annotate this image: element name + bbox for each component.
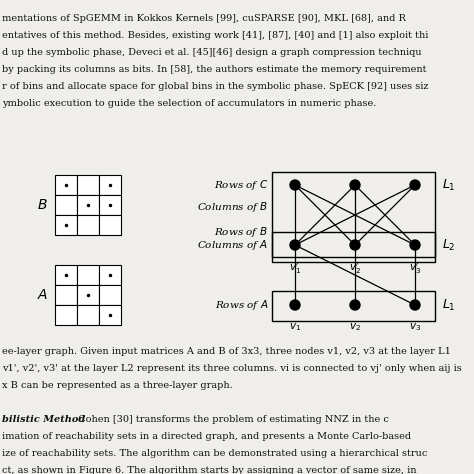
Text: Rows of $A$: Rows of $A$	[215, 298, 268, 312]
Circle shape	[290, 300, 300, 310]
Text: r of bins and allocate space for global bins in the symbolic phase. SpECK [92] u: r of bins and allocate space for global …	[2, 82, 428, 91]
Text: d up the symbolic phase, Deveci et al. [45][46] design a graph compression techn: d up the symbolic phase, Deveci et al. […	[2, 48, 422, 57]
Bar	[99, 195, 121, 215]
Circle shape	[410, 300, 420, 310]
Text: Columns of $A$: Columns of $A$	[197, 238, 268, 252]
Text: ymbolic execution to guide the selection of accumulators in numeric phase.: ymbolic execution to guide the selection…	[2, 99, 376, 108]
Bar	[99, 215, 121, 235]
Bar	[77, 305, 99, 325]
Text: $v_1$: $v_1$	[289, 321, 301, 333]
Text: imation of reachability sets in a directed graph, and presents a Monte Carlo-bas: imation of reachability sets in a direct…	[2, 432, 411, 441]
Text: A: A	[37, 288, 47, 302]
Text: x B can be represented as a three-layer graph.: x B can be represented as a three-layer …	[2, 381, 233, 390]
Text: $v_3$: $v_3$	[409, 321, 421, 333]
Bar	[99, 305, 121, 325]
Text: $v_3'$: $v_3'$	[409, 261, 421, 276]
Bar	[77, 215, 99, 235]
Text: v1', v2', v3' at the layer L2 represent its three columns. vi is connected to vj: v1', v2', v3' at the layer L2 represent …	[2, 364, 462, 373]
Circle shape	[410, 180, 420, 190]
Bar	[55, 265, 77, 285]
Text: ize of reachability sets. The algorithm can be demonstrated using a hierarchical: ize of reachability sets. The algorithm …	[2, 449, 428, 458]
Text: $v_2'$: $v_2'$	[349, 261, 361, 276]
Circle shape	[410, 240, 420, 250]
Text: $L_2$: $L_2$	[442, 237, 456, 253]
Text: . Cohen [30] transforms the problem of estimating NNZ in the c: . Cohen [30] transforms the problem of e…	[72, 415, 389, 424]
Circle shape	[290, 180, 300, 190]
Bar	[55, 195, 77, 215]
Circle shape	[290, 240, 300, 250]
Bar	[99, 175, 121, 195]
Circle shape	[350, 240, 360, 250]
Bar	[272, 172, 435, 257]
Bar	[77, 195, 99, 215]
Bar	[77, 175, 99, 195]
Text: B: B	[37, 198, 47, 212]
Bar	[272, 232, 435, 262]
Text: entatives of this method. Besides, existing work [41], [87], [40] and [1] also e: entatives of this method. Besides, exist…	[2, 31, 428, 40]
Text: Rows of $B$: Rows of $B$	[214, 225, 268, 239]
Bar	[55, 175, 77, 195]
Bar	[99, 285, 121, 305]
Bar	[55, 285, 77, 305]
Text: bilistic Method: bilistic Method	[2, 415, 85, 424]
Bar	[55, 305, 77, 325]
Circle shape	[350, 300, 360, 310]
Text: $L_1$: $L_1$	[442, 177, 456, 192]
Bar	[272, 291, 435, 321]
Bar	[77, 265, 99, 285]
Text: $v_2$: $v_2$	[349, 321, 361, 333]
Bar	[77, 285, 99, 305]
Text: $L_1$: $L_1$	[442, 298, 456, 312]
Text: Rows of $C$: Rows of $C$	[214, 178, 268, 192]
Text: ee-layer graph. Given input matrices A and B of 3x3, three nodes v1, v2, v3 at t: ee-layer graph. Given input matrices A a…	[2, 347, 451, 356]
Text: ct, as shown in Figure 6. The algorithm starts by assigning a vector of same siz: ct, as shown in Figure 6. The algorithm …	[2, 466, 417, 474]
Bar	[99, 265, 121, 285]
Text: by packing its columns as bits. In [58], the authors estimate the memory require: by packing its columns as bits. In [58],…	[2, 65, 427, 74]
Circle shape	[350, 180, 360, 190]
Text: mentations of SpGEMM in Kokkos Kernels [99], cuSPARSE [90], MKL [68], and R: mentations of SpGEMM in Kokkos Kernels […	[2, 14, 406, 23]
Text: $v_1'$: $v_1'$	[289, 261, 301, 276]
Text: Columns of $B$: Columns of $B$	[197, 200, 268, 214]
Bar	[55, 215, 77, 235]
